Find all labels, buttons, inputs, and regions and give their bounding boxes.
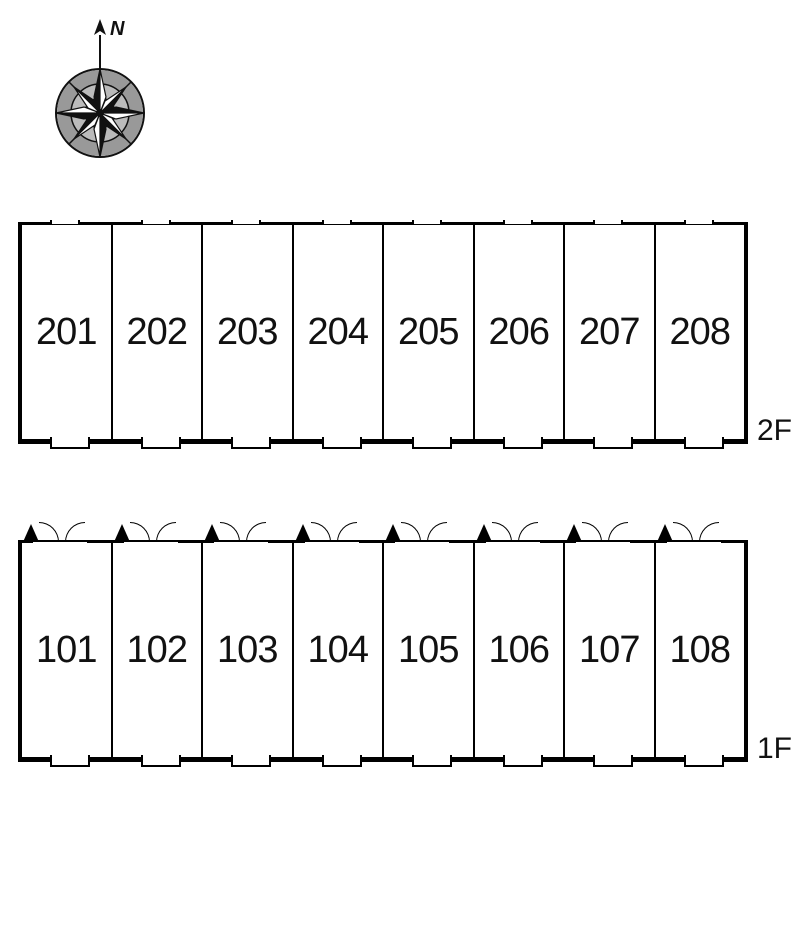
door-swing-icon [478,522,564,542]
unit-label: 101 [36,629,96,672]
door-notch [322,437,362,449]
door-swing-icon [25,522,111,542]
door-notch [50,755,90,767]
unit-104: 104 [294,543,385,757]
unit-label: 104 [308,629,368,672]
door-notch [141,437,181,449]
door-notch [412,755,452,767]
unit-107: 107 [565,543,656,757]
door-swing-icon [297,522,383,542]
door-notch [684,437,724,449]
unit-label: 105 [398,629,458,672]
unit-208: 208 [656,225,745,439]
window-notch [684,220,714,224]
door-notch [503,755,543,767]
unit-label: 106 [489,629,549,672]
door-swing-icon [116,522,202,542]
unit-103: 103 [203,543,294,757]
window-notch [503,220,533,224]
door-notch [503,437,543,449]
unit-label: 205 [398,311,458,354]
door-notch [231,437,271,449]
unit-105: 105 [384,543,475,757]
door-notch [593,755,633,767]
compass-rose: N [30,15,170,175]
unit-108: 108 [656,543,745,757]
unit-label: 208 [670,311,730,354]
window-notch [141,220,171,224]
door-notch [593,437,633,449]
door-swing-icon [206,522,292,542]
unit-label: 206 [489,311,549,354]
unit-207: 207 [565,225,656,439]
door-notch [50,437,90,449]
unit-label: 204 [308,311,368,354]
unit-203: 203 [203,225,294,439]
unit-206: 206 [475,225,566,439]
unit-label: 107 [579,629,639,672]
door-swing-icon [568,522,654,542]
unit-label: 203 [217,311,277,354]
floor-1: 101 102 103 104 [18,540,748,762]
door-notch [231,755,271,767]
unit-label: 202 [127,311,187,354]
door-swing-icon [659,522,745,542]
floor-1-units-row: 101 102 103 104 [18,540,748,762]
unit-label: 102 [127,629,187,672]
door-notch [141,755,181,767]
compass-n-label: N [110,18,125,40]
door-notch [322,755,362,767]
door-notch [412,437,452,449]
door-swing-icon [387,522,473,542]
floor-2-units-row: 201 202 203 204 205 206 [18,222,748,444]
window-notch [231,220,261,224]
unit-label: 108 [670,629,730,672]
unit-label: 207 [579,311,639,354]
window-notch [50,220,80,224]
window-notch [322,220,352,224]
unit-label: 201 [36,311,96,354]
door-notch [684,755,724,767]
window-notch [412,220,442,224]
unit-202: 202 [113,225,204,439]
floor-2: 201 202 203 204 205 206 [18,222,748,444]
unit-201: 201 [22,225,113,439]
floor-2-label: 2F [757,414,792,448]
unit-106: 106 [475,543,566,757]
unit-102: 102 [113,543,204,757]
floor-1-label: 1F [757,732,792,766]
unit-101: 101 [22,543,113,757]
unit-label: 103 [217,629,277,672]
window-notch [593,220,623,224]
unit-204: 204 [294,225,385,439]
unit-205: 205 [384,225,475,439]
